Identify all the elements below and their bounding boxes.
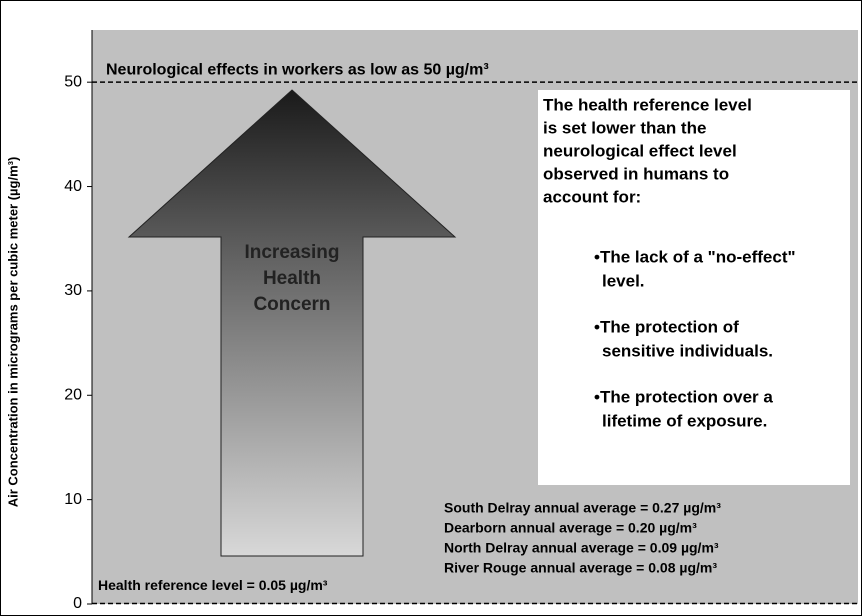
- note-line: account for:: [543, 187, 641, 206]
- arrow: [127, 89, 457, 557]
- y-tick-label: 50: [64, 73, 82, 90]
- bullet-line: •The protection of: [594, 317, 739, 336]
- note-box: [538, 90, 850, 485]
- y-tick-label: 30: [64, 282, 82, 299]
- y-tick-label: 0: [73, 595, 82, 612]
- bullet-line: •The protection over a: [594, 387, 773, 406]
- arrow-label: Health: [263, 268, 321, 289]
- bullet-line: lifetime of exposure.: [602, 411, 767, 430]
- bullet-line: level.: [602, 271, 645, 290]
- reference-label: Health reference level = 0.05 µg/m³: [98, 577, 328, 593]
- note-line: is set lower than the: [543, 118, 706, 137]
- y-tick-label: 20: [64, 386, 82, 403]
- site-average: River Rouge annual average = 0.08 µg/m³: [444, 560, 717, 576]
- note-line: neurological effect level: [543, 141, 737, 160]
- y-axis-label: Air Concentration in micrograms per cubi…: [5, 157, 20, 508]
- arrow-label: Increasing: [244, 242, 339, 263]
- bullet-line: •The lack of a "no-effect": [594, 247, 796, 266]
- site-average: South Delray annual average = 0.27 µg/m³: [444, 500, 721, 516]
- note-line: The health reference level: [543, 95, 752, 114]
- reference-label: Neurological effects in workers as low a…: [106, 61, 489, 78]
- y-tick-label: 10: [64, 491, 82, 508]
- bullet-line: sensitive individuals.: [602, 341, 773, 360]
- note-line: observed in humans to: [543, 164, 729, 183]
- y-tick-label: 40: [64, 178, 82, 195]
- arrow-label: Concern: [253, 294, 330, 315]
- site-average: North Delray annual average = 0.09 µg/m³: [444, 540, 719, 556]
- site-average: Dearborn annual average = 0.20 µg/m³: [444, 520, 697, 536]
